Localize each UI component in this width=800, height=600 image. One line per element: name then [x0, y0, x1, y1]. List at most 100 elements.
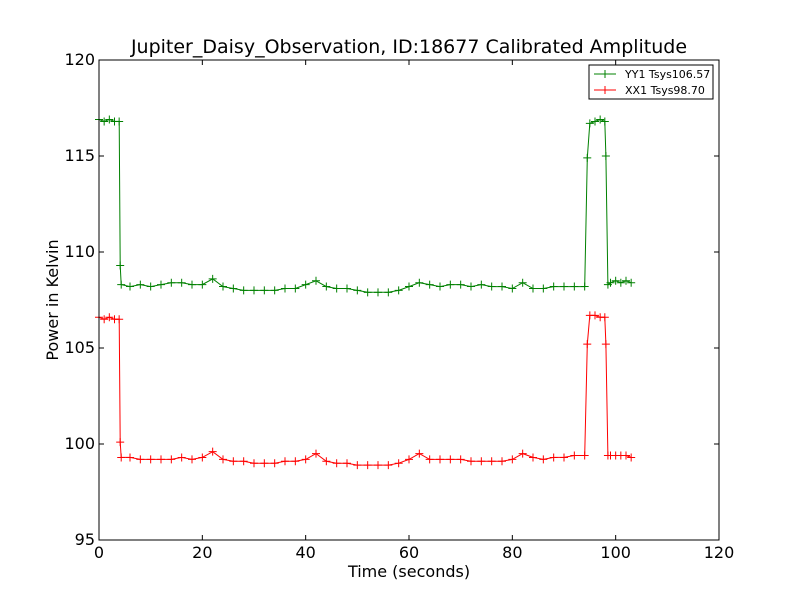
data-point	[456, 280, 465, 289]
data-point	[425, 280, 434, 289]
data-point	[291, 457, 300, 466]
data-point	[498, 457, 506, 466]
legend-marker	[601, 86, 609, 94]
data-point	[136, 280, 145, 289]
y-tick-label: 100	[64, 434, 95, 453]
tick-labels: 0 20 40 60 80 100 120 95 100 105 110 115 120	[64, 50, 734, 562]
data-point	[239, 286, 248, 295]
data-point	[425, 455, 434, 464]
y-tick-label: 115	[64, 146, 95, 165]
data-point	[322, 457, 331, 466]
data-point	[622, 276, 630, 285]
data-point	[239, 457, 248, 466]
legend: YY1 Tsys106.57 XX1 Tsys98.70	[588, 64, 714, 100]
data-point	[126, 282, 134, 291]
data-point	[591, 311, 599, 320]
x-tick-label: 100	[600, 543, 631, 562]
data-point	[529, 284, 537, 293]
data-point	[446, 280, 455, 289]
data-point	[601, 340, 610, 349]
data-point	[374, 461, 382, 470]
data-point	[405, 455, 413, 464]
data-point	[498, 282, 506, 291]
data-point	[146, 282, 155, 291]
data-point	[332, 459, 341, 468]
data-point	[177, 278, 186, 287]
x-tick-label: 80	[502, 543, 522, 562]
data-point	[353, 461, 362, 470]
chart-title: Jupiter_Daisy_Observation, ID:18677 Cali…	[130, 36, 687, 58]
data-point	[560, 453, 568, 462]
data-point	[363, 461, 372, 470]
data-point	[606, 278, 615, 287]
data-point	[477, 457, 486, 466]
x-axis-title: Time (seconds)	[347, 562, 470, 581]
data-point	[105, 313, 114, 322]
data-point	[136, 455, 145, 464]
data-point	[601, 152, 610, 160]
plot-frame	[98, 59, 720, 541]
y-tick-label: 95	[75, 530, 95, 549]
data-point	[549, 453, 558, 462]
data-point	[270, 286, 279, 295]
data-point	[570, 451, 579, 460]
data-point	[115, 117, 124, 126]
data-point	[117, 453, 126, 462]
data-point	[585, 119, 594, 128]
data-point	[100, 117, 109, 126]
data-point	[312, 276, 320, 285]
legend-marker	[601, 70, 609, 78]
data-point	[456, 455, 465, 464]
series-2	[95, 311, 636, 470]
data-point	[622, 451, 630, 460]
data-point	[100, 315, 109, 324]
data-point	[467, 457, 475, 466]
data-point	[627, 453, 636, 462]
series-1	[95, 115, 636, 297]
data-point	[405, 282, 413, 291]
x-tick-label: 20	[192, 543, 212, 562]
data-point	[115, 315, 124, 324]
x-tick-label: 60	[399, 543, 419, 562]
data-point	[394, 286, 403, 295]
data-point	[560, 282, 568, 291]
data-point	[250, 286, 258, 295]
data-point	[518, 449, 527, 458]
data-point	[117, 280, 126, 289]
data-point	[229, 457, 238, 466]
data-point	[157, 280, 165, 289]
data-point	[146, 455, 155, 464]
data-point	[539, 284, 548, 293]
data-point	[188, 455, 196, 464]
data-point	[508, 284, 517, 293]
data-point	[116, 261, 125, 270]
data-point	[384, 288, 393, 297]
data-point	[291, 284, 300, 293]
series-line	[98, 118, 632, 293]
data-point	[343, 284, 351, 293]
x-tick-label: 0	[94, 543, 104, 562]
data-point	[343, 459, 351, 468]
data-point	[157, 455, 165, 464]
data-point	[167, 278, 176, 287]
data-point	[229, 284, 238, 293]
data-point	[198, 280, 207, 289]
data-point	[487, 282, 496, 291]
data-point	[374, 288, 382, 297]
data-point	[436, 282, 444, 291]
data-point	[312, 449, 320, 458]
data-point	[627, 278, 636, 287]
data-point	[177, 453, 186, 462]
data-point	[415, 449, 424, 458]
data-point	[208, 447, 217, 456]
data-point	[322, 282, 331, 291]
data-point	[487, 457, 496, 466]
data-point	[549, 282, 558, 291]
data-point	[384, 461, 393, 470]
data-point	[116, 438, 125, 447]
data-point	[270, 459, 279, 468]
data-point	[198, 453, 207, 462]
data-point	[436, 455, 444, 464]
data-point	[219, 282, 227, 291]
data-point	[415, 278, 424, 287]
